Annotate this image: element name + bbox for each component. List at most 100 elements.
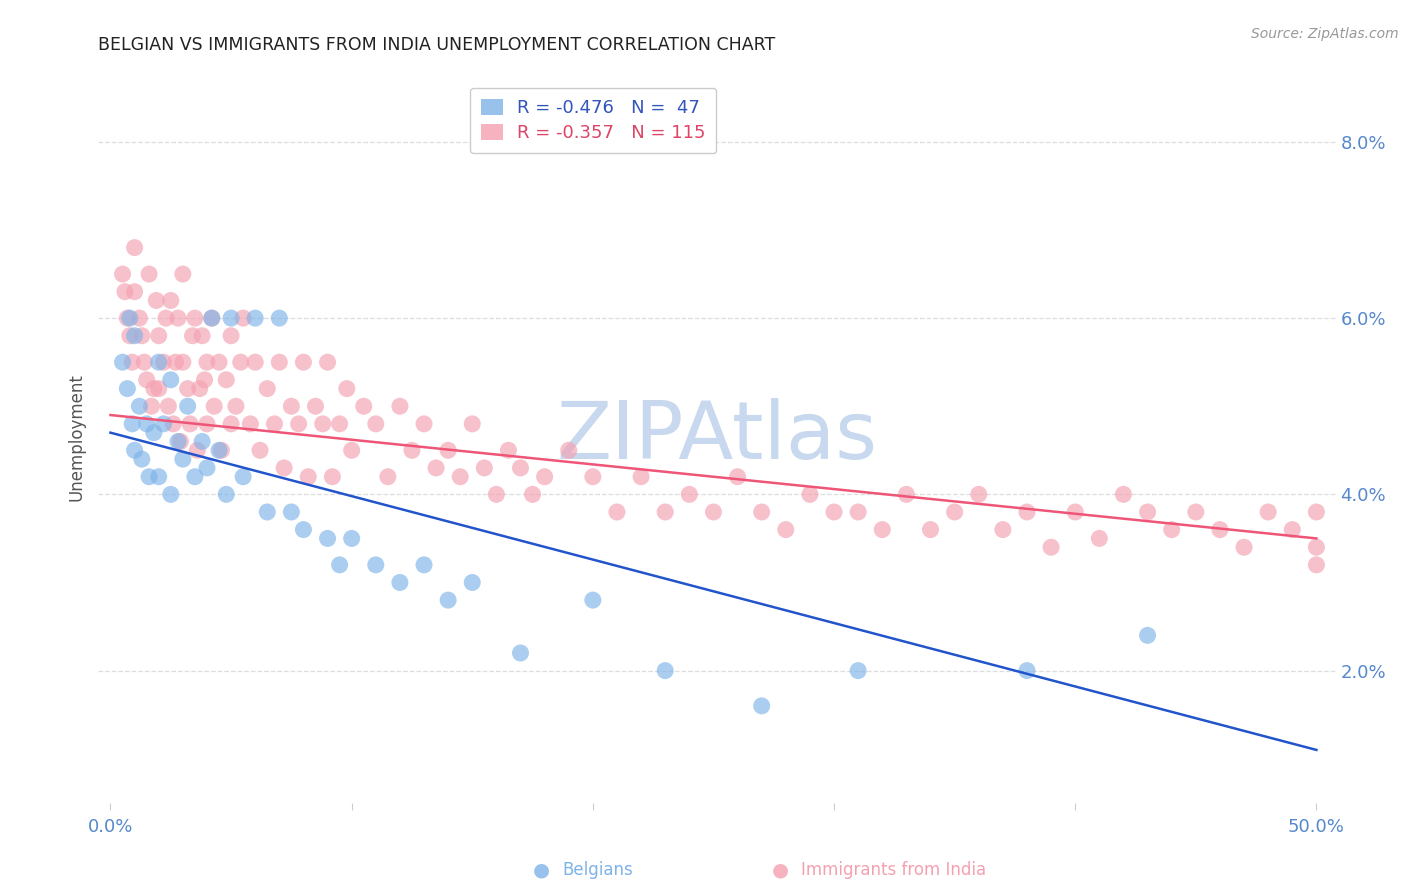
Point [280, 505, 302, 519]
Point [215, 487, 238, 501]
Point [181, 328, 204, 343]
Text: Source: ZipAtlas.com: Source: ZipAtlas.com [1251, 27, 1399, 41]
Point [654, 505, 676, 519]
Point [124, 328, 146, 343]
Point [135, 373, 157, 387]
Point [135, 417, 157, 431]
Point [215, 373, 238, 387]
Point [388, 399, 411, 413]
Point [269, 355, 291, 369]
Point [472, 461, 495, 475]
Point [896, 487, 918, 501]
Point [165, 355, 187, 369]
Point [152, 417, 174, 431]
Point [1209, 523, 1232, 537]
Point [249, 443, 271, 458]
Point [630, 469, 652, 483]
Point [485, 487, 508, 501]
Point [654, 664, 676, 678]
Point [1015, 505, 1038, 519]
Point [229, 355, 252, 369]
Point [1281, 523, 1303, 537]
Point [169, 434, 191, 449]
Point [159, 373, 181, 387]
Point [176, 382, 198, 396]
Point [1112, 487, 1135, 501]
Point [799, 487, 821, 501]
Y-axis label: Unemployment: Unemployment [67, 373, 86, 501]
Point [582, 593, 605, 607]
Point [1305, 558, 1327, 572]
Point [413, 558, 436, 572]
Text: BELGIAN VS IMMIGRANTS FROM INDIA UNEMPLOYMENT CORRELATION CHART: BELGIAN VS IMMIGRANTS FROM INDIA UNEMPLO… [98, 36, 776, 54]
Point [316, 355, 339, 369]
Point [138, 267, 160, 281]
Point [509, 461, 531, 475]
Point [263, 417, 285, 431]
Point [142, 425, 165, 440]
Point [191, 328, 214, 343]
Point [461, 417, 484, 431]
Point [128, 311, 150, 326]
Point [256, 505, 278, 519]
Point [702, 505, 724, 519]
Point [131, 452, 153, 467]
Point [364, 558, 387, 572]
Point [188, 382, 211, 396]
Point [195, 417, 218, 431]
Point [256, 382, 278, 396]
Point [1257, 505, 1279, 519]
Point [340, 532, 363, 546]
Point [184, 311, 207, 326]
Point [208, 443, 231, 458]
Point [191, 434, 214, 449]
Point [157, 399, 180, 413]
Point [232, 311, 254, 326]
Text: Immigrants from India: Immigrants from India [801, 861, 987, 879]
Point [141, 399, 163, 413]
Point [321, 469, 343, 483]
Point [245, 355, 267, 369]
Point [678, 487, 700, 501]
Point [316, 532, 339, 546]
Point [131, 328, 153, 343]
Point [114, 285, 136, 299]
Text: ●: ● [533, 860, 550, 880]
Text: Belgians: Belgians [562, 861, 633, 879]
Point [118, 328, 141, 343]
Point [195, 461, 218, 475]
Point [118, 311, 141, 326]
Point [872, 523, 894, 537]
Point [751, 505, 773, 519]
Point [124, 241, 146, 255]
Point [558, 443, 581, 458]
Point [1136, 505, 1159, 519]
Point [1136, 628, 1159, 642]
Point [340, 443, 363, 458]
Text: ZIPAtlas: ZIPAtlas [557, 398, 877, 476]
Point [1233, 540, 1256, 554]
Point [152, 355, 174, 369]
Point [292, 523, 315, 537]
Point [1088, 532, 1111, 546]
Point [155, 311, 177, 326]
Point [1185, 505, 1208, 519]
Point [184, 469, 207, 483]
Point [219, 417, 242, 431]
Point [775, 523, 797, 537]
Point [425, 461, 447, 475]
Point [1305, 540, 1327, 554]
Point [991, 523, 1014, 537]
Point [943, 505, 966, 519]
Point [1040, 540, 1063, 554]
Point [117, 382, 139, 396]
Point [201, 311, 224, 326]
Point [1015, 664, 1038, 678]
Point [219, 328, 242, 343]
Point [145, 293, 167, 308]
Point [121, 417, 143, 431]
Point [751, 698, 773, 713]
Point [1160, 523, 1182, 537]
Point [167, 311, 190, 326]
Point [377, 469, 399, 483]
